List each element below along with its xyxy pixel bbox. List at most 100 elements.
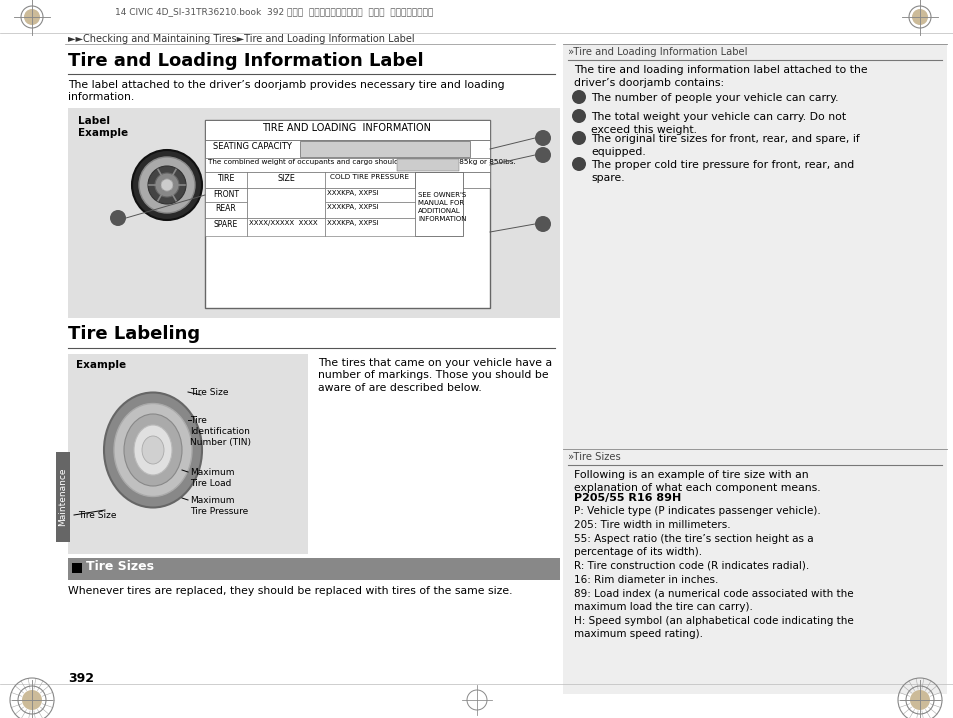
Circle shape [110,210,126,226]
Text: Tire Sizes: Tire Sizes [86,560,153,573]
Text: SEATING CAPACITY: SEATING CAPACITY [213,142,292,151]
Text: Maximum
Tire Pressure: Maximum Tire Pressure [190,496,248,516]
Text: 3: 3 [115,213,121,223]
Circle shape [572,90,585,104]
Text: The label attached to the driver’s doorjamb provides necessary tire and loading
: The label attached to the driver’s doorj… [68,80,504,103]
Circle shape [148,166,186,204]
Text: Tire and Loading Information Label: Tire and Loading Information Label [68,52,423,70]
Text: 14 CIVIC 4D_SI-31TR36210.book  392 ページ  ２０１４年１月３０日  木曜日  午後１２時１８分: 14 CIVIC 4D_SI-31TR36210.book 392 ページ ２０… [115,7,433,16]
Bar [247,202,325,218]
Text: 2: 2 [576,111,581,121]
Bar [247,172,325,188]
Text: R: Tire construction code (R indicates radial).: R: Tire construction code (R indicates r… [574,561,808,571]
Bar [247,188,325,218]
Text: 1: 1 [539,134,545,142]
Text: The tire and loading information label attached to the
driver’s doorjamb contain: The tire and loading information label a… [574,65,866,88]
Bar [205,188,247,202]
Text: »Tire Sizes: »Tire Sizes [567,452,620,462]
Text: COLD TIRE PRESSURE: COLD TIRE PRESSURE [330,174,409,180]
Text: 1: 1 [576,93,581,101]
Circle shape [154,173,179,197]
Text: The total weight your vehicle can carry. Do not
exceed this weight.: The total weight your vehicle can carry.… [590,112,845,135]
Text: XXXX/XXXXX  XXX: XXXX/XXXXX XXX [249,192,313,198]
Text: XXXKPA, XXPSI: XXXKPA, XXPSI [327,204,378,210]
Bar [205,172,490,188]
Bar [396,159,458,171]
Circle shape [161,179,172,191]
Bar [56,452,70,542]
Text: The combined weight of occupants and cargo should never  exceed 385kg or 850lbs.: The combined weight of occupants and car… [208,159,516,165]
Circle shape [132,150,202,220]
Text: TIRE: TIRE [217,174,234,183]
Bar [68,558,559,580]
Bar [205,218,247,236]
Bar [205,120,490,308]
Text: XXXKPA, XXPSI: XXXKPA, XXPSI [327,190,378,196]
Bar [415,172,462,236]
Text: SEE OWNER'S
MANUAL FOR
ADDITIONAL
INFORMATION: SEE OWNER'S MANUAL FOR ADDITIONAL INFORM… [417,192,466,222]
Bar [325,188,415,202]
Text: Following is an example of tire size with an
explanation of what each component : Following is an example of tire size wit… [574,470,820,493]
Text: ►►Checking and Maintaining Tires►Tire and Loading Information Label: ►►Checking and Maintaining Tires►Tire an… [68,34,415,44]
Text: Maintenance: Maintenance [58,467,68,526]
Ellipse shape [142,436,164,464]
Circle shape [909,690,929,710]
Text: Tire Labeling: Tire Labeling [68,325,200,343]
Bar [205,172,247,188]
Bar [247,188,325,202]
Text: 2: 2 [539,151,545,159]
Bar [205,120,490,140]
Text: P: Vehicle type (P indicates passenger vehicle).: P: Vehicle type (P indicates passenger v… [574,506,820,516]
Text: 205: Tire width in millimeters.: 205: Tire width in millimeters. [574,520,730,530]
Bar [325,202,415,218]
Text: SPARE: SPARE [213,220,238,229]
Bar [68,108,559,318]
Text: 392: 392 [68,672,94,685]
Text: XXXX/XXXXX  XXX: XXXX/XXXXX XXX [249,190,313,196]
Bar [71,563,82,573]
Text: REAR: REAR [215,204,236,213]
Text: TIRE AND LOADING  INFORMATION: TIRE AND LOADING INFORMATION [262,123,431,133]
Text: : TOTAL  5  ; FRONT  2  ; REAR  3: : TOTAL 5 ; FRONT 2 ; REAR 3 [302,142,431,151]
Circle shape [24,9,40,25]
Text: Example: Example [76,360,126,370]
Bar [205,140,490,158]
Bar [247,218,325,236]
Text: Maximum
Tire Load: Maximum Tire Load [190,468,234,488]
Text: 4: 4 [576,159,581,169]
Text: 4: 4 [539,220,545,228]
Text: XXXX/XXXXX  XXXX: XXXX/XXXXX XXXX [249,220,317,226]
Text: Tire
Identification
Number (TIN): Tire Identification Number (TIN) [190,416,251,447]
Circle shape [911,9,927,25]
Text: H: Speed symbol (an alphabetical code indicating the
maximum speed rating).: H: Speed symbol (an alphabetical code in… [574,616,853,639]
Bar [205,202,247,218]
Circle shape [572,157,585,171]
Text: 89: Load index (a numerical code associated with the
maximum load the tire can c: 89: Load index (a numerical code associa… [574,589,853,612]
Text: 16: Rim diameter in inches.: 16: Rim diameter in inches. [574,575,718,585]
Text: 3: 3 [576,134,581,142]
Bar [205,158,490,172]
Bar [68,354,308,554]
Text: Tire Size: Tire Size [190,388,229,397]
Circle shape [22,690,42,710]
Bar [325,172,415,188]
Bar [562,44,946,694]
Circle shape [572,109,585,123]
Text: The proper cold tire pressure for front, rear, and
spare.: The proper cold tire pressure for front,… [590,160,853,183]
Text: FRONT: FRONT [213,190,239,199]
Text: XXXKPA, XXPSI: XXXKPA, XXPSI [327,220,378,226]
Text: »Tire and Loading Information Label: »Tire and Loading Information Label [567,47,747,57]
Circle shape [139,157,194,213]
Text: Label
Example: Label Example [78,116,128,139]
Ellipse shape [124,414,182,486]
Bar [299,141,470,157]
Text: The original tire sizes for front, rear, and spare, if
equipped.: The original tire sizes for front, rear,… [590,134,859,157]
Text: 55: Aspect ratio (the tire’s section height as a
percentage of its width).: 55: Aspect ratio (the tire’s section hei… [574,534,813,556]
Text: SIZE: SIZE [276,174,294,183]
Circle shape [535,130,551,146]
Circle shape [572,131,585,145]
Text: The number of people your vehicle can carry.: The number of people your vehicle can ca… [590,93,838,103]
Ellipse shape [133,425,172,475]
Text: Whenever tires are replaced, they should be replaced with tires of the same size: Whenever tires are replaced, they should… [68,586,512,596]
Bar [325,218,415,236]
